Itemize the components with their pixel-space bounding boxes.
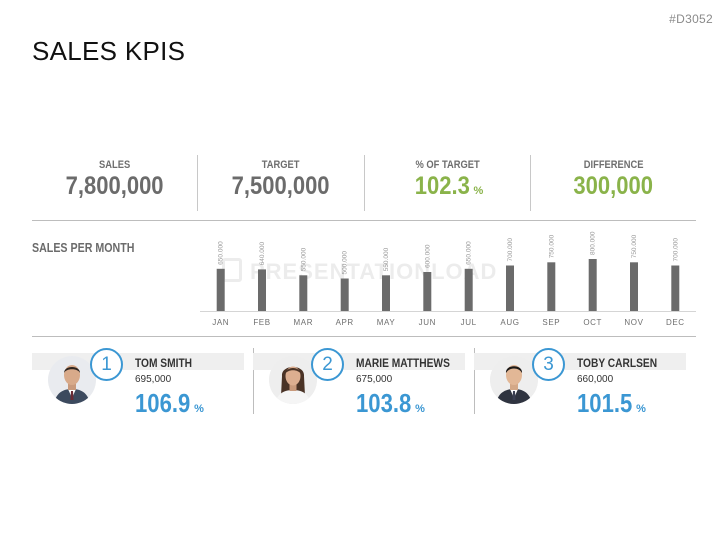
bar-value-label: 500.000 xyxy=(342,251,349,275)
month-tick-label: MAR xyxy=(294,318,314,327)
kpi-label: % OF TARGET xyxy=(414,159,480,171)
bar-mar xyxy=(299,275,308,312)
slide-code: #D3052 xyxy=(669,12,713,26)
kpi-value: 102.3 xyxy=(414,172,470,200)
kpi-target: TARGET 7,500,000 xyxy=(197,155,363,211)
month-tick-label: JUL xyxy=(461,318,477,327)
bar-value-label: 750.000 xyxy=(548,234,555,258)
divider xyxy=(253,348,254,414)
kpi-sales: SALES 7,800,000 xyxy=(32,155,197,211)
bar-value-label: 650.000 xyxy=(218,241,225,265)
kpi-percent-of-target: % OF TARGET 102.3% xyxy=(363,155,530,211)
kpi-value: 7,500,000 xyxy=(231,172,330,200)
bar-nov xyxy=(630,262,638,312)
bar-value-label: 600.000 xyxy=(424,244,431,268)
bar-value-label: 700.000 xyxy=(507,238,514,262)
month-tick-label: NOV xyxy=(624,318,643,327)
kpi-label: SALES xyxy=(99,159,131,171)
bar-value-label: 650.000 xyxy=(466,241,473,265)
salesperson-card: 1 TOM SMITH 695,000 106.9% xyxy=(32,348,244,418)
kpi-value: 300,000 xyxy=(573,172,654,200)
salesperson-percent: 106.9% xyxy=(135,388,204,419)
page-title: SALES KPIS xyxy=(32,36,186,66)
salesperson-sales: 675,000 xyxy=(356,374,393,385)
salesperson-sales: 695,000 xyxy=(135,374,172,385)
salesperson-name: TOBY CARLSEN xyxy=(577,356,658,370)
salesperson-card: 3 TOBY CARLSEN 660,000 101.5% xyxy=(474,348,686,418)
bar-aug xyxy=(506,265,514,311)
man-avatar xyxy=(490,356,538,404)
kpi-label: TARGET xyxy=(262,159,300,171)
month-tick-label: FEB xyxy=(253,318,270,327)
bar-value-label: 700.000 xyxy=(672,238,679,262)
salesperson-percent: 101.5% xyxy=(577,388,646,419)
month-tick-label: SEP xyxy=(542,318,560,327)
rank-badge: 1 xyxy=(90,348,123,381)
chart-title: SALES PER MONTH xyxy=(32,240,135,255)
kpi-row: SALES 7,800,000 TARGET 7,500,000 % OF TA… xyxy=(32,155,696,211)
bar-dec xyxy=(671,265,680,311)
month-tick-label: DEC xyxy=(666,318,685,327)
sales-per-month-chart: 650.000 JAN 640.000 FEB 550.000 MAR 500.000 APR… xyxy=(200,231,696,327)
divider xyxy=(32,220,696,221)
bar-value-label: 550.000 xyxy=(383,247,390,271)
bar-jul xyxy=(464,268,473,312)
bar-may xyxy=(382,275,390,312)
bar-apr xyxy=(340,278,349,311)
percent-value: 101.5 xyxy=(577,388,633,418)
bar-value-label: 750.000 xyxy=(631,234,638,258)
divider xyxy=(474,348,475,414)
month-tick-label: JUN xyxy=(419,318,436,327)
divider xyxy=(32,336,696,337)
woman-avatar xyxy=(269,356,317,404)
rank-badge: 3 xyxy=(532,348,565,381)
month-tick-label: APR xyxy=(336,318,354,327)
bar-jan xyxy=(216,268,225,312)
bar-value-label: 800.000 xyxy=(590,231,597,255)
percent-unit: % xyxy=(415,403,425,415)
month-tick-label: MAY xyxy=(377,318,396,327)
percent-value: 106.9 xyxy=(135,388,191,418)
salesperson-name: TOM SMITH xyxy=(135,356,193,370)
kpi-unit: % xyxy=(473,185,484,197)
salesperson-card: 2 MARIE MATTHEWS 675,000 103.8% xyxy=(253,348,465,418)
bar-feb xyxy=(258,269,266,311)
month-tick-label: OCT xyxy=(583,318,602,327)
kpi-difference: DIFFERENCE 300,000 xyxy=(529,155,696,211)
percent-unit: % xyxy=(194,403,204,415)
kpi-label: DIFFERENCE xyxy=(583,159,644,171)
bar-oct xyxy=(588,259,597,311)
man-avatar xyxy=(48,356,96,404)
watermark: PRESENTATIONLOAD xyxy=(222,258,497,285)
bar-value-label: 640.000 xyxy=(259,242,266,266)
salesperson-name: MARIE MATTHEWS xyxy=(356,356,450,370)
salesperson-sales: 660,000 xyxy=(577,374,614,385)
month-tick-label: AUG xyxy=(500,318,519,327)
bar-sep xyxy=(547,262,556,312)
month-tick-label: JAN xyxy=(212,318,229,327)
percent-value: 103.8 xyxy=(356,388,412,418)
kpi-value: 7,800,000 xyxy=(65,172,164,200)
rank-badge: 2 xyxy=(311,348,344,381)
bar-jun xyxy=(423,272,432,311)
bar-value-label: 550.000 xyxy=(300,247,307,271)
salesperson-percent: 103.8% xyxy=(356,388,425,419)
watermark-text: PRESENTATIONLOAD xyxy=(250,259,498,284)
percent-unit: % xyxy=(636,403,646,415)
